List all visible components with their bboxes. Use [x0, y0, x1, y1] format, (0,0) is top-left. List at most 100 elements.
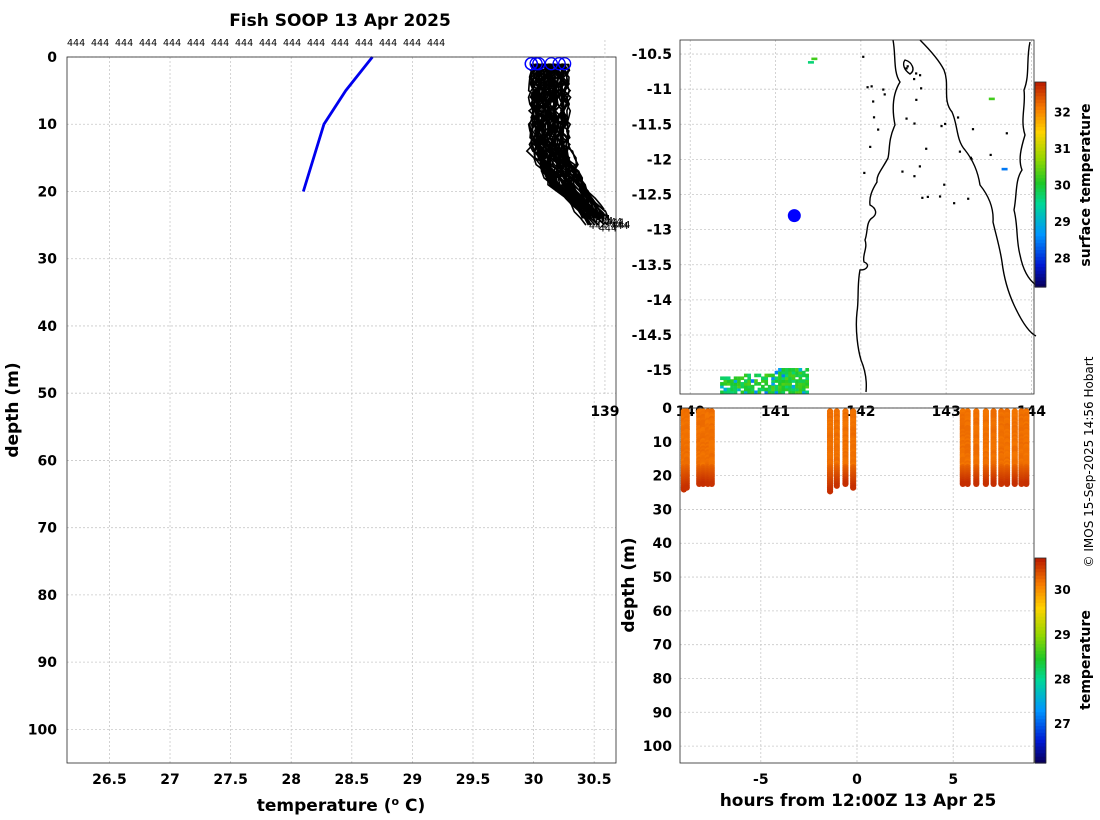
colorbar-segment [1035, 167, 1046, 172]
sst-pixel [795, 382, 799, 386]
profile-x-tick-label: 30.5 [577, 772, 612, 788]
reef-island [944, 122, 947, 126]
sst-pixel [795, 373, 799, 378]
colorbar-segment [1035, 640, 1046, 645]
sst-pixel [740, 384, 745, 389]
section-temperature-points [680, 408, 1030, 495]
colorbar-segment [1035, 242, 1046, 247]
colorbar-segment [1035, 218, 1046, 223]
reef-island [906, 65, 909, 68]
sst-pixel [720, 384, 724, 389]
sst-pixel [774, 390, 779, 395]
sst-pixel [801, 373, 806, 378]
colorbar-segment [1035, 752, 1046, 757]
colorbar-frame [1034, 557, 1047, 764]
sst-pixel [805, 376, 809, 381]
section-point [982, 480, 990, 488]
cape-york-east-coast [919, 39, 1037, 337]
sst-pixel [805, 384, 809, 389]
sst-pixel [743, 384, 748, 389]
colorbar-segment [1035, 153, 1046, 158]
colorbar-segment [1035, 280, 1046, 285]
sst-pixel [767, 390, 772, 395]
sst-pixel [747, 384, 751, 389]
section-colorbar-tick-label: 28 [1054, 672, 1071, 686]
sst-pixel [733, 379, 738, 383]
reef-island [921, 196, 924, 199]
colorbar-segment [1035, 194, 1046, 199]
colorbar-segment [1035, 88, 1046, 93]
colorbar-segment [1035, 687, 1046, 692]
reef-island [913, 122, 916, 125]
section-point [850, 484, 857, 491]
reef-islands [862, 55, 1008, 205]
sst-pixel [743, 373, 748, 378]
sst-pixel [795, 384, 799, 389]
reef-island [925, 147, 928, 150]
section-point [826, 488, 834, 495]
colorbar-segment [1035, 612, 1046, 617]
colorbar-segment [1035, 129, 1046, 134]
profile-plot: 26.5 27 27.5 28 28.5 29 29.5 30 30.5 0 10 20 30 40 50… [3, 38, 630, 816]
map-y-tick-label: -13 [647, 223, 672, 239]
map-colorbar-label: surface temperature [1078, 103, 1094, 266]
sst-pixel [733, 376, 738, 381]
reef-island [940, 124, 943, 128]
colorbar-segment [1035, 599, 1046, 604]
reef-island [971, 128, 975, 131]
map-colorbar-tick-label: 30 [1054, 179, 1071, 193]
sst-pixel [757, 382, 762, 386]
profile-y-tick-label: 40 [38, 319, 58, 335]
colorbar-segment [1035, 116, 1046, 121]
sst-pixel [747, 376, 751, 381]
profile-top-label: 444 [211, 38, 229, 49]
sst-pixel [801, 370, 806, 375]
map-colorbar-tick-label: 28 [1054, 252, 1071, 266]
sst-pixel [795, 379, 799, 383]
sst-pixel [784, 373, 789, 378]
sst-pixel [784, 376, 789, 381]
colorbar-segment [1035, 211, 1046, 216]
colorbar-segment [1035, 222, 1046, 227]
colorbar-frame [1034, 81, 1047, 288]
colorbar-segment [1035, 174, 1046, 179]
colorbar-segment [1035, 123, 1046, 128]
sst-pixel [778, 368, 782, 372]
colorbar-segment [1035, 749, 1046, 754]
sst-pixel [733, 387, 738, 392]
colorbar-segment [1035, 674, 1046, 679]
sst-pixel [805, 390, 809, 395]
colorbar-segment [1035, 735, 1046, 740]
sst-pixel [771, 382, 775, 386]
colorbar-segment [1035, 605, 1046, 610]
colorbar-segment [1035, 136, 1046, 141]
section-x-tick-label: 5 [948, 772, 958, 788]
colorbar-segment [1035, 109, 1046, 114]
unit-celsius: C) [399, 796, 425, 816]
map-colorbar-tick-label: 32 [1054, 105, 1071, 119]
profile-y-tick-label: 90 [38, 655, 58, 671]
section-y-tick-label: 50 [653, 570, 673, 586]
section-point [833, 482, 840, 489]
profile-top-label: 444 [163, 38, 181, 49]
sst-pixel [788, 379, 792, 383]
colorbar-segment [1035, 157, 1046, 162]
surface-temperature-colorbar: 28 29 30 31 32 [1034, 81, 1071, 288]
sst-pixel [781, 376, 786, 381]
sst-pixel [754, 379, 758, 383]
bottom-label: 444 [589, 221, 607, 232]
sst-pixel [743, 387, 748, 392]
sst-pixel [801, 390, 806, 395]
colorbar-segment [1035, 143, 1046, 148]
sst-pixel [726, 387, 731, 392]
sst-pixel [798, 368, 803, 372]
sst-pixel [791, 370, 796, 375]
map-x-tick-label: 139 [590, 404, 619, 420]
sst-pixel [781, 373, 786, 378]
section-y-ticks: 0 10 20 30 40 50 60 70 80 90 100 [643, 401, 672, 755]
bottom-label: 444 [592, 214, 610, 225]
colorbar-segment [1035, 578, 1046, 583]
sst-pixel [754, 373, 758, 378]
sst-pixel [788, 390, 792, 395]
